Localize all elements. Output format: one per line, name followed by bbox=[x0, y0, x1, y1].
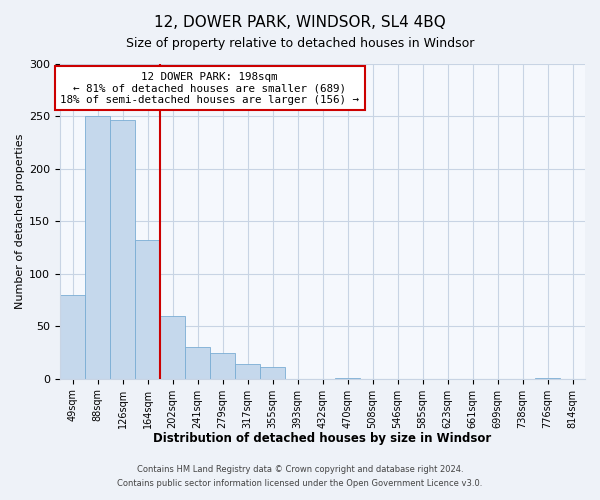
Bar bbox=[210, 352, 235, 378]
Text: Contains HM Land Registry data © Crown copyright and database right 2024.
Contai: Contains HM Land Registry data © Crown c… bbox=[118, 466, 482, 487]
Bar bbox=[135, 240, 160, 378]
Bar bbox=[85, 116, 110, 378]
Text: 12 DOWER PARK: 198sqm
← 81% of detached houses are smaller (689)
18% of semi-det: 12 DOWER PARK: 198sqm ← 81% of detached … bbox=[60, 72, 359, 105]
Bar bbox=[110, 120, 135, 378]
Bar bbox=[185, 348, 210, 378]
Y-axis label: Number of detached properties: Number of detached properties bbox=[15, 134, 25, 309]
Bar bbox=[260, 367, 285, 378]
Text: 12, DOWER PARK, WINDSOR, SL4 4BQ: 12, DOWER PARK, WINDSOR, SL4 4BQ bbox=[154, 15, 446, 30]
Bar bbox=[160, 316, 185, 378]
X-axis label: Distribution of detached houses by size in Windsor: Distribution of detached houses by size … bbox=[154, 432, 491, 445]
Text: Size of property relative to detached houses in Windsor: Size of property relative to detached ho… bbox=[126, 38, 474, 51]
Bar bbox=[235, 364, 260, 378]
Bar bbox=[60, 295, 85, 378]
